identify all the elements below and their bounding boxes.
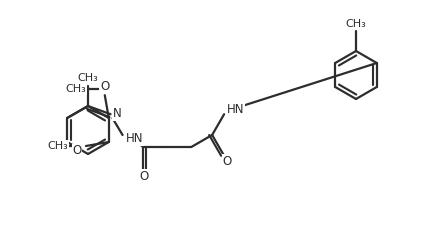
Text: O: O	[100, 80, 109, 93]
Text: HN: HN	[126, 133, 143, 146]
Text: O: O	[140, 170, 149, 183]
Text: CH₃: CH₃	[47, 141, 68, 151]
Text: CH₃: CH₃	[65, 84, 86, 94]
Text: N: N	[113, 107, 122, 120]
Text: CH₃: CH₃	[345, 19, 366, 29]
Text: O: O	[222, 155, 232, 168]
Text: O: O	[72, 145, 82, 158]
Text: HN: HN	[227, 103, 245, 116]
Text: CH₃: CH₃	[78, 73, 98, 83]
